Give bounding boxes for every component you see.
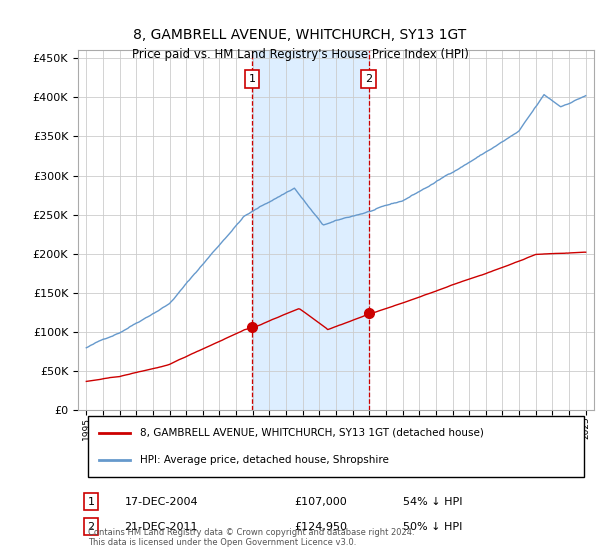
Text: 2: 2 xyxy=(88,522,94,531)
Text: 2: 2 xyxy=(365,74,372,84)
Text: 54% ↓ HPI: 54% ↓ HPI xyxy=(403,497,463,507)
Text: 17-DEC-2004: 17-DEC-2004 xyxy=(124,497,198,507)
Text: HPI: Average price, detached house, Shropshire: HPI: Average price, detached house, Shro… xyxy=(140,455,389,465)
Text: 8, GAMBRELL AVENUE, WHITCHURCH, SY13 1GT (detached house): 8, GAMBRELL AVENUE, WHITCHURCH, SY13 1GT… xyxy=(140,428,484,438)
FancyBboxPatch shape xyxy=(88,416,584,477)
Text: £107,000: £107,000 xyxy=(295,497,347,507)
Text: 1: 1 xyxy=(88,497,94,507)
Bar xyxy=(252,50,368,410)
Text: £124,950: £124,950 xyxy=(295,522,348,531)
Text: 1: 1 xyxy=(248,74,256,84)
Text: 8, GAMBRELL AVENUE, WHITCHURCH, SY13 1GT: 8, GAMBRELL AVENUE, WHITCHURCH, SY13 1GT xyxy=(133,28,467,42)
Text: Contains HM Land Registry data © Crown copyright and database right 2024.
This d: Contains HM Land Registry data © Crown c… xyxy=(88,528,415,548)
Text: 50% ↓ HPI: 50% ↓ HPI xyxy=(403,522,463,531)
Text: Price paid vs. HM Land Registry's House Price Index (HPI): Price paid vs. HM Land Registry's House … xyxy=(131,48,469,60)
Text: 21-DEC-2011: 21-DEC-2011 xyxy=(124,522,198,531)
